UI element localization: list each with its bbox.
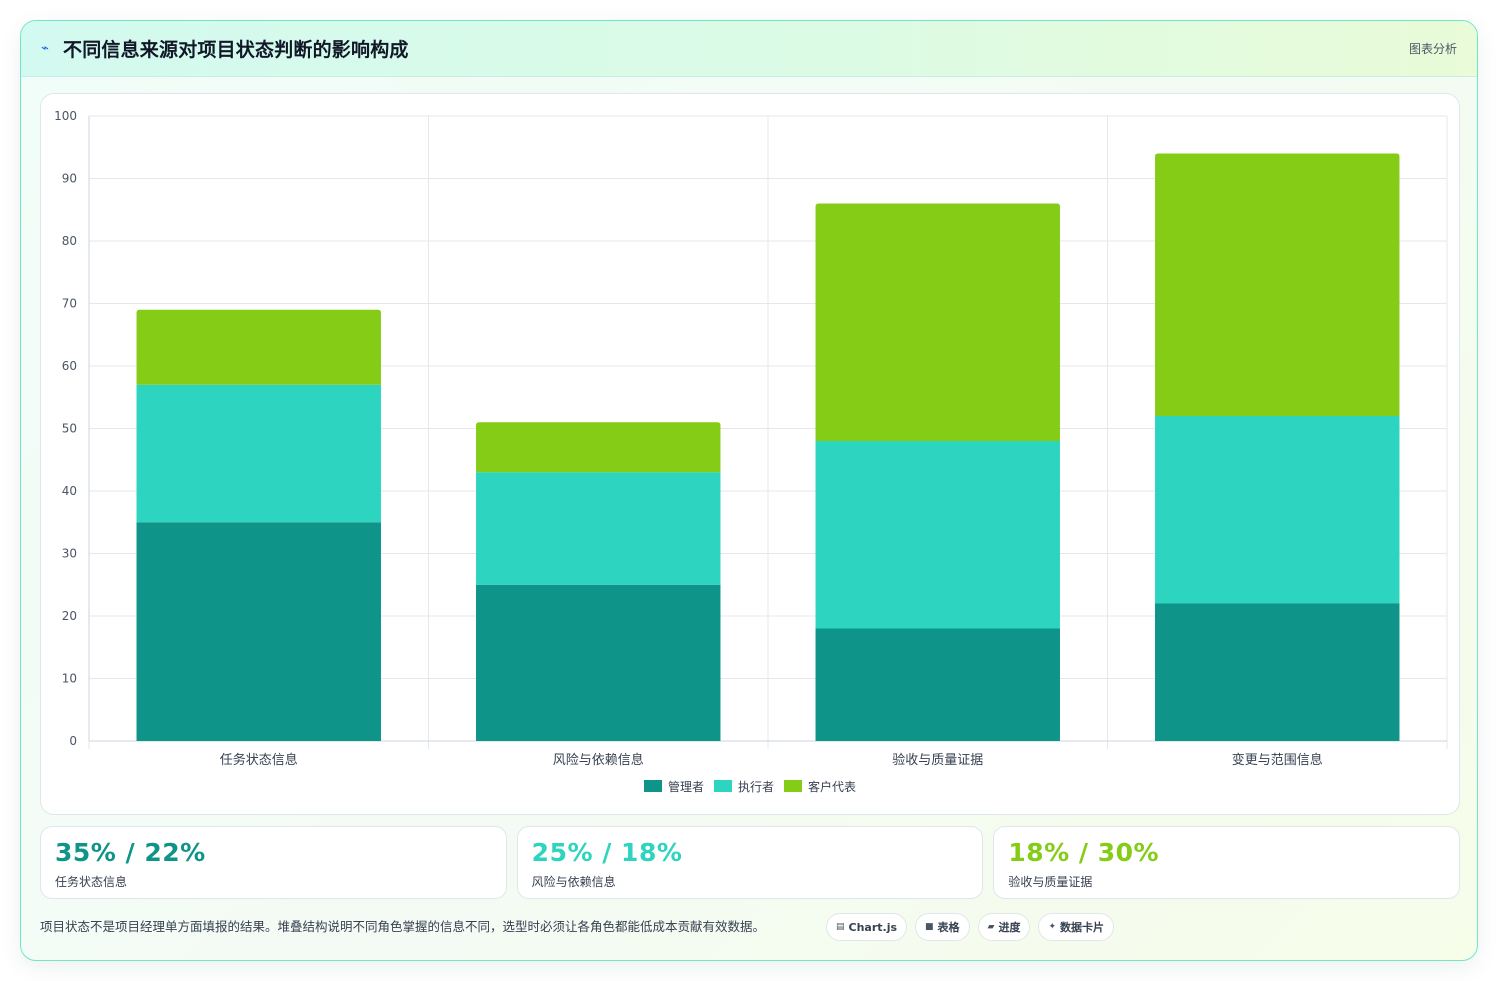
bar-segment [136, 522, 381, 741]
sparkle-icon: ✦ [1048, 922, 1057, 932]
stat-card: 35% / 22% 任务状态信息 [40, 826, 507, 899]
stacked-bar-chart: 0 10 20 30 40 50 60 70 80 90 100 任务状态信息 风险与依赖信息 验收与质量… [54, 109, 1448, 768]
y-tick-label: 80 [62, 234, 77, 248]
chip-table[interactable]: ■ 表格 [915, 913, 970, 941]
chip-progress[interactable]: ▰ 进度 [977, 913, 1031, 941]
y-tick-label: 60 [62, 359, 77, 373]
y-tick-label: 70 [62, 297, 77, 311]
chart-panel: 0 10 20 30 40 50 60 70 80 90 100 任务状态信息 风险与依赖信息 验收与质量… [40, 93, 1460, 815]
y-tick-label: 10 [62, 672, 77, 686]
legend-item[interactable]: 客户代表 [784, 777, 856, 795]
x-tick-label: 风险与依赖信息 [553, 752, 644, 768]
x-tick-label: 验收与质量证据 [892, 752, 983, 768]
x-tick-label: 变更与范围信息 [1232, 752, 1323, 768]
chart-legend: 管理者 执行者 客户代表 [41, 777, 1459, 795]
bar-segment [136, 309, 381, 385]
y-tick-label: 40 [62, 484, 77, 498]
chip-label: 进度 [998, 921, 1021, 934]
legend-item[interactable]: 执行者 [713, 777, 774, 795]
y-tick-label: 20 [62, 609, 77, 623]
stat-label: 任务状态信息 [55, 875, 128, 889]
stat-card: 18% / 30% 验收与质量证据 [993, 826, 1461, 899]
stat-label: 验收与质量证据 [1008, 875, 1093, 889]
legend-label: 管理者 [667, 779, 704, 794]
chip-sparkle[interactable]: ✦ 数据卡片 [1038, 913, 1115, 941]
bar-segment [1155, 603, 1400, 741]
bar-segment [815, 203, 1060, 441]
legend-label: 客户代表 [808, 779, 857, 794]
legend-swatch [713, 780, 732, 792]
legend-label: 执行者 [737, 779, 774, 794]
y-tick-label: 90 [62, 172, 77, 186]
legend-item[interactable]: 管理者 [643, 777, 704, 795]
bar-segment [1155, 153, 1400, 416]
bar-segment [815, 441, 1060, 629]
bar-segment [476, 472, 721, 585]
stat-label: 风险与依赖信息 [531, 875, 616, 889]
legend-swatch [643, 780, 662, 792]
bar-segment [476, 584, 721, 741]
y-tick-label: 100 [54, 109, 77, 123]
chip-label: Chart.js [848, 920, 898, 934]
chip-list: ▤ Chart.js ■ 表格 ▰ 进度 ✦ 数据卡片 [826, 913, 1115, 941]
card-header: ⌁ 不同信息来源对项目状态判断的影响构成 图表分析 [21, 21, 1477, 77]
chart-icon: ▤ [836, 922, 845, 932]
table-icon: ■ [925, 922, 934, 932]
y-tick-label: 50 [62, 422, 77, 436]
x-tick-label: 任务状态信息 [220, 752, 298, 768]
bar-segment [476, 422, 721, 473]
bar-segment [1155, 416, 1400, 604]
chip-label: 表格 [937, 921, 960, 934]
chart-title: 不同信息来源对项目状态判断的影响构成 [63, 39, 409, 61]
stat-card: 25% / 18% 风险与依赖信息 [516, 826, 984, 899]
legend-swatch [784, 780, 802, 792]
bar-segment [815, 628, 1060, 741]
stat-value: 35% / 22% [55, 838, 206, 867]
progress-icon: ▰ [987, 922, 995, 932]
chip-label: 数据卡片 [1060, 921, 1105, 934]
footer-note: 项目状态不是项目经理单方面填报的结果。堆叠结构说明不同角色掌握的信息不同，选型时… [40, 919, 766, 934]
lightning-icon: ⌁ [41, 41, 49, 56]
chip-chart[interactable]: ▤ Chart.js [826, 913, 908, 941]
stat-value: 18% / 30% [1008, 838, 1160, 867]
y-tick-label: 0 [69, 734, 77, 748]
bar-segment [136, 384, 381, 523]
stats-row: 35% / 22% 任务状态信息 25% / 18% 风险与依赖信息 18% / 30%… [40, 826, 1461, 899]
y-tick-label: 30 [62, 547, 77, 561]
stat-value: 25% / 18% [531, 838, 683, 867]
header-tag: 图表分析 [1408, 42, 1457, 56]
chart-card: ⌁ 不同信息来源对项目状态判断的影响构成 图表分析 0 10 20 30 40 50 60 7… [20, 20, 1478, 961]
